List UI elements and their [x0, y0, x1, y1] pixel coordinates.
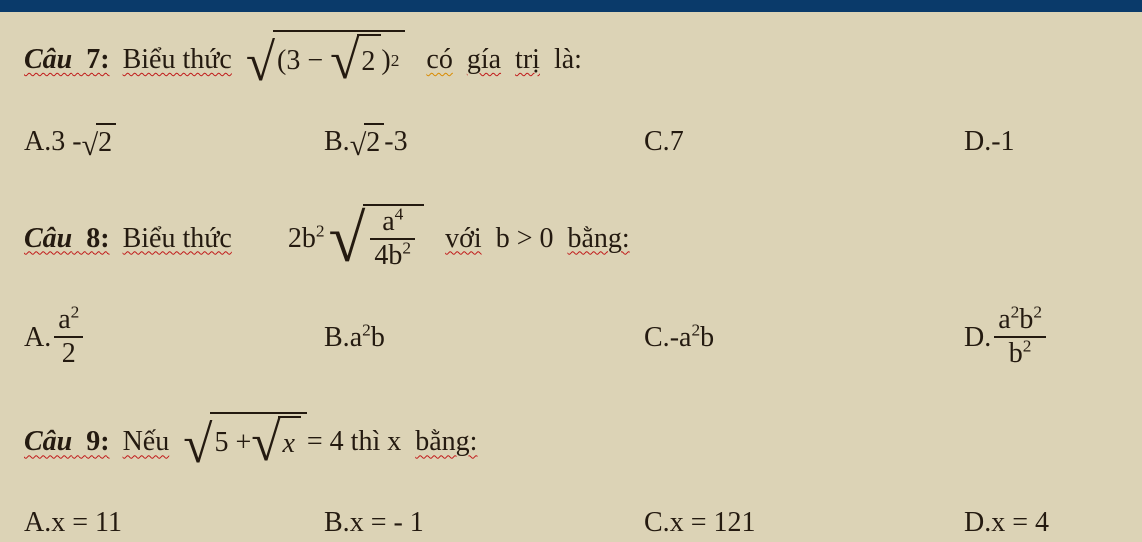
option-text: x = 4 [991, 505, 1049, 540]
q-label-number: 9: [79, 426, 109, 457]
sqrt: √ 2 [82, 123, 117, 160]
q7-expr-outer-sqrt: √ (3 − √ 2 )2 [246, 30, 406, 89]
radical-sign: √ [330, 34, 359, 87]
expr-inner-left: 3 [286, 43, 300, 78]
option-label: D. [964, 505, 991, 540]
option-text: -1 [991, 124, 1014, 159]
option-text: x = 121 [670, 505, 756, 540]
q7-stem-after: có gía trị là: [405, 42, 582, 77]
q9-inner-sqrt: √ x [251, 416, 301, 469]
q8-option-d: D. a2b2 b2 [964, 306, 1049, 368]
radicand: 5 + √ x [210, 412, 306, 471]
q9-options: A. x = 11 B. x = - 1 C. x = 121 D. x = 4 [24, 505, 1118, 540]
radicand: 2 [364, 123, 384, 160]
option-label: D. [964, 124, 991, 159]
option-label: D. [964, 320, 991, 355]
q7-option-b: B. √ 2 -3 [324, 123, 644, 160]
q-label-number: 8: [79, 223, 109, 254]
option-label: C. [644, 320, 670, 355]
q8-stem: Câu 8: Biểu thức 2b2 √ a4 4b2 [24, 204, 1118, 272]
radicand: 2 [96, 123, 116, 160]
q7-stem-before: Biểu thức [116, 42, 246, 77]
frac-den: b2 [1005, 340, 1036, 368]
radical-sign: √ [183, 418, 212, 471]
frac-num: a2 [54, 306, 83, 334]
q8-sqrt: √ a4 4b2 [329, 204, 425, 272]
q7-options: A. 3 - √ 2 B. √ 2 -3 C. 7 D. -1 [24, 123, 1118, 160]
q9-option-a: A. x = 11 [24, 505, 324, 540]
radicand: x [278, 416, 300, 469]
frac-num: a2b2 [994, 306, 1046, 334]
q7-expr-inner-sqrt: √ 2 [330, 34, 381, 87]
option-label: B. [324, 505, 350, 540]
radical-sign: √ [329, 205, 366, 272]
q8-option-c: C. -a2b [644, 320, 964, 355]
option-text: 3 - [51, 124, 81, 159]
q9-equals: = 4 [307, 424, 344, 459]
option-label: A. [24, 320, 51, 355]
option-text: x = - 1 [350, 505, 424, 540]
option-text: x = 11 [51, 505, 122, 540]
option-text: -3 [384, 124, 407, 159]
frac: a2 2 [54, 306, 83, 368]
option-text: -a2b [670, 320, 714, 355]
window-topbar [0, 0, 1142, 12]
option-label: B. [324, 124, 350, 159]
q9-option-c: C. x = 121 [644, 505, 964, 540]
q7-stem: Câu 7: Biểu thức √ (3 − √ 2 )2 có gía tr… [24, 30, 1118, 89]
option-label: A. [24, 124, 51, 159]
expr-const: 5 + [214, 425, 251, 460]
q8-option-a: A. a2 2 [24, 306, 324, 368]
q9-stem-before: Nếu [116, 424, 184, 459]
q8-label: Câu 8: [24, 221, 110, 256]
q9-label: Câu 9: [24, 424, 110, 459]
q9-outer-sqrt: √ 5 + √ x [183, 412, 307, 471]
option-label: A. [24, 505, 51, 540]
expr-minus: − [307, 43, 323, 78]
option-label: B. [324, 320, 350, 355]
q8-option-b: B. a2b [324, 320, 644, 355]
radicand: a4 4b2 [363, 204, 424, 272]
q9-option-d: D. x = 4 [964, 505, 1049, 540]
q-label-number: 7: [79, 44, 109, 75]
q8-coef: 2b2 [288, 221, 325, 256]
q8-options: A. a2 2 B. a2b C. -a2b D. [24, 306, 1118, 368]
frac: a2b2 b2 [994, 306, 1046, 368]
sqrt: √ 2 [350, 123, 385, 160]
q-label-prefix: Câu [24, 223, 72, 254]
option-text: 7 [670, 124, 684, 159]
q9-option-b: B. x = - 1 [324, 505, 644, 540]
document-page: Câu 7: Biểu thức √ (3 − √ 2 )2 có gía tr… [0, 12, 1142, 542]
radical-sign: √ [246, 36, 275, 89]
q8-frac: a4 4b2 [370, 208, 415, 270]
q9-stem-after: thì x bằng: [344, 424, 478, 459]
option-text: a2b [350, 320, 385, 355]
q8-stem-mid: với b > 0 bằng: [424, 221, 630, 256]
q9-stem: Câu 9: Nếu √ 5 + √ x = 4 thì x bằng: [24, 412, 1118, 471]
q7-label: Câu 7: [24, 42, 110, 77]
q-label-prefix: Câu [24, 44, 72, 75]
frac-num: a4 [378, 208, 407, 236]
frac-den: 2 [58, 340, 80, 368]
radicand: (3 − √ 2 )2 [273, 30, 405, 89]
frac-den: 4b2 [370, 242, 415, 270]
q-label-prefix: Câu [24, 426, 72, 457]
q7-option-c: C. 7 [644, 124, 964, 159]
q7-option-a: A. 3 - √ 2 [24, 123, 324, 160]
option-label: C. [644, 505, 670, 540]
q8-stem-before: Biểu thức [116, 221, 232, 256]
radical-sign: √ [251, 416, 280, 469]
radicand: 2 [357, 34, 381, 87]
option-label: C. [644, 124, 670, 159]
q7-option-d: D. -1 [964, 124, 1015, 159]
